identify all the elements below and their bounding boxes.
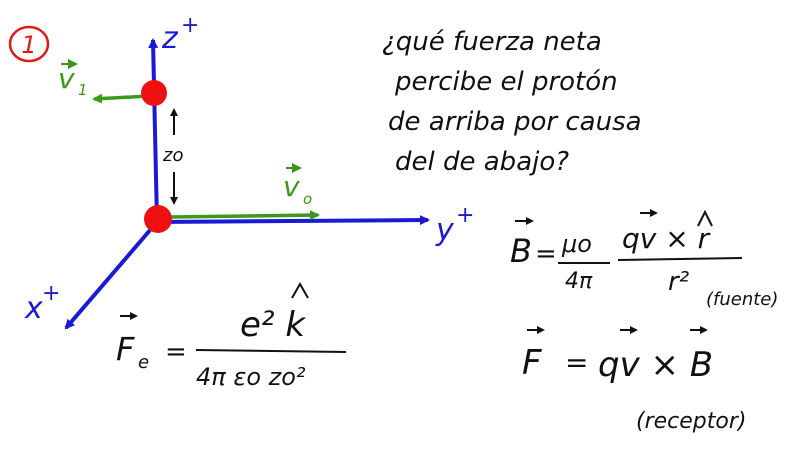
question-line-4: del de abajo? [395, 147, 569, 177]
bottom-proton [144, 205, 172, 233]
y-axis-sign: + [456, 203, 474, 228]
v0-label: v o [283, 168, 312, 208]
receptor-note: (receptor) [636, 409, 746, 434]
electric-force-formula: F e = e² k 4π εo zo² [116, 284, 346, 391]
v1-symbol: v [58, 62, 75, 95]
source-note: (fuente) [706, 289, 778, 310]
fe-unit-hat [292, 284, 308, 298]
question-line-2: percibe el protón [394, 67, 618, 97]
question-line-1: ¿qué fuerza neta [382, 27, 602, 57]
question-line-3: de arriba por causa [388, 107, 642, 137]
axes [66, 40, 428, 328]
b-mu-zero: μo [561, 230, 592, 258]
x-axis [66, 222, 157, 328]
magnetic-field-formula: B = μo 4π qv × r r² (fuente) [510, 212, 778, 310]
z-axis-label: z [161, 21, 179, 56]
v1-subscript: 1 [78, 81, 88, 99]
fe-equals: = [165, 337, 187, 367]
z-axis [153, 40, 157, 222]
f-equals: = [565, 346, 588, 379]
velocity-v0-arrow [170, 215, 318, 217]
fe-numerator: e² k [240, 305, 306, 345]
b-field-equals: = [535, 239, 557, 269]
problem-number: 1 [21, 31, 36, 59]
y-axis [157, 220, 428, 222]
z-axis-sign: + [181, 13, 199, 38]
f-symbol: F [522, 343, 542, 383]
separation-label: zo [162, 145, 183, 166]
v0-subscript: o [303, 190, 312, 208]
x-axis-sign: + [42, 281, 60, 306]
x-axis-label: x [24, 291, 43, 326]
v0-symbol: v [283, 170, 300, 203]
f-rhs: qv × B [598, 345, 713, 385]
fe-denominator: 4π εo zo² [196, 363, 306, 391]
v1-label: v 1 [58, 62, 88, 99]
b-denominator: r² [668, 267, 689, 297]
problem-number-badge: 1 [10, 27, 48, 61]
b-four-pi: 4π [565, 269, 593, 294]
y-axis-label: y [435, 213, 455, 248]
fe-fraction-bar [196, 350, 346, 352]
top-proton [141, 80, 167, 106]
fe-subscript: e [138, 352, 149, 373]
question: ¿qué fuerza neta percibe el protón de ar… [382, 27, 642, 177]
b-field-symbol: B [510, 232, 532, 270]
b-numerator: qv × r [622, 222, 711, 255]
fe-symbol: F [116, 330, 135, 368]
magnetic-force-formula: F = qv × B (receptor) [522, 330, 746, 434]
separation-indicator: zo [162, 110, 183, 203]
b-fraction-bar [618, 258, 742, 260]
